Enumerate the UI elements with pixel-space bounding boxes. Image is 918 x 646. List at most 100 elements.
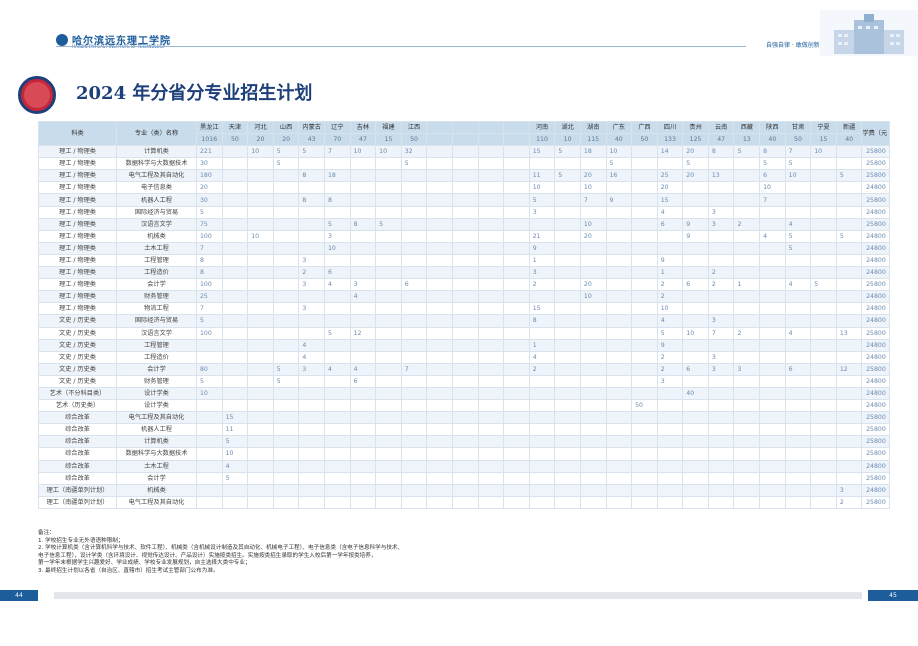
quota-cell <box>298 459 325 473</box>
quota-cell <box>656 229 684 243</box>
quota-cell <box>707 423 735 437</box>
quota-cell <box>605 423 633 437</box>
province-total <box>477 133 505 147</box>
quota-cell <box>810 435 837 449</box>
quota-cell: 2 <box>707 278 735 292</box>
quota-cell <box>426 217 453 231</box>
quota-cell: 10 <box>656 302 684 316</box>
quota-cell <box>733 302 761 316</box>
quota-cell: 9 <box>605 193 633 207</box>
quota-cell <box>759 447 786 461</box>
quota-cell <box>477 253 505 268</box>
quota-cell: 5 <box>196 314 223 328</box>
province-total: 115 <box>579 133 607 147</box>
quota-cell: 9 <box>528 241 556 255</box>
quota-cell <box>554 326 581 340</box>
quota-cell <box>707 338 735 352</box>
quota-cell <box>477 471 505 485</box>
quota-cell <box>528 459 556 473</box>
row-major: 机械类 <box>116 483 197 497</box>
quota-cell <box>707 290 735 304</box>
notes-section: 备注： 1. 学校招生专业无外语语种限制； 2. 学校计算机类（含计算机科学与技术、… <box>38 530 638 576</box>
quota-cell <box>605 326 633 340</box>
quota-cell: 5 <box>323 217 351 231</box>
quota-cell <box>349 253 377 268</box>
quota-cell <box>835 302 863 316</box>
quota-cell <box>503 229 530 243</box>
quota-cell <box>323 338 351 352</box>
page-number-left: 44 <box>0 590 38 601</box>
quota-cell: 5 <box>323 326 351 340</box>
quota-cell <box>349 205 377 219</box>
row-major: 电气工程及其自动化 <box>116 495 197 509</box>
quota-cell <box>733 350 761 364</box>
quota-cell: 5 <box>656 326 684 340</box>
quota-cell <box>298 386 325 401</box>
quota-cell <box>759 471 786 485</box>
quota-cell <box>759 399 786 413</box>
quota-cell <box>810 326 837 340</box>
row-major: 设计学类 <box>116 386 197 401</box>
quota-cell <box>323 181 351 195</box>
quota-cell <box>400 229 428 243</box>
quota-cell <box>554 386 581 401</box>
quota-cell <box>554 411 581 425</box>
row-major: 汉语言文学 <box>116 326 197 340</box>
quota-cell <box>272 471 300 485</box>
quota-cell <box>451 435 479 449</box>
quota-cell <box>298 423 325 437</box>
quota-cell <box>528 435 556 449</box>
quota-cell <box>503 157 530 171</box>
quota-cell: 7 <box>579 193 607 207</box>
quota-cell: 10 <box>810 145 837 159</box>
quota-cell <box>810 241 837 255</box>
quota-cell <box>707 181 735 195</box>
quota-cell <box>682 181 709 195</box>
quota-cell <box>810 495 837 509</box>
row-category: 理工 / 物理类 <box>38 193 117 207</box>
quota-cell <box>605 290 633 304</box>
quota-cell <box>631 386 658 401</box>
quota-cell <box>247 314 274 328</box>
quota-cell <box>835 217 863 231</box>
quota-cell: 5 <box>272 374 300 388</box>
quota-cell <box>656 157 684 171</box>
quota-cell <box>272 423 300 437</box>
quota-cell <box>554 229 581 243</box>
quota-cell <box>323 483 351 497</box>
quota-cell <box>349 495 377 509</box>
quota-cell <box>759 362 786 376</box>
quota-cell: 2 <box>298 266 325 280</box>
quota-cell <box>375 362 402 376</box>
row-tuition: 24800 <box>861 386 891 401</box>
header-province: 宁夏 <box>810 120 837 135</box>
quota-cell <box>707 495 735 509</box>
quota-cell <box>605 278 633 292</box>
quota-cell <box>426 350 453 364</box>
quota-cell <box>784 374 812 388</box>
quota-cell <box>400 326 428 340</box>
quota-cell <box>554 266 581 280</box>
quota-cell <box>784 290 812 304</box>
quota-cell <box>400 290 428 304</box>
row-tuition: 24800 <box>861 205 891 219</box>
row-major: 电气工程及其自动化 <box>116 411 197 425</box>
quota-cell <box>631 290 658 304</box>
quota-cell <box>323 253 351 268</box>
quota-cell <box>426 205 453 219</box>
quota-cell: 5 <box>835 169 863 183</box>
quota-cell <box>835 447 863 461</box>
quota-cell: 25 <box>196 290 223 304</box>
quota-cell: 10 <box>784 169 812 183</box>
quota-cell <box>784 483 812 497</box>
quota-cell <box>247 302 274 316</box>
quota-cell: 4 <box>323 278 351 292</box>
quota-cell <box>682 290 709 304</box>
quota-cell <box>554 290 581 304</box>
quota-cell <box>682 314 709 328</box>
quota-cell: 4 <box>349 290 377 304</box>
row-major: 物流工程 <box>116 302 197 316</box>
header-province <box>451 120 479 135</box>
quota-cell <box>759 266 786 280</box>
quota-cell <box>503 278 530 292</box>
